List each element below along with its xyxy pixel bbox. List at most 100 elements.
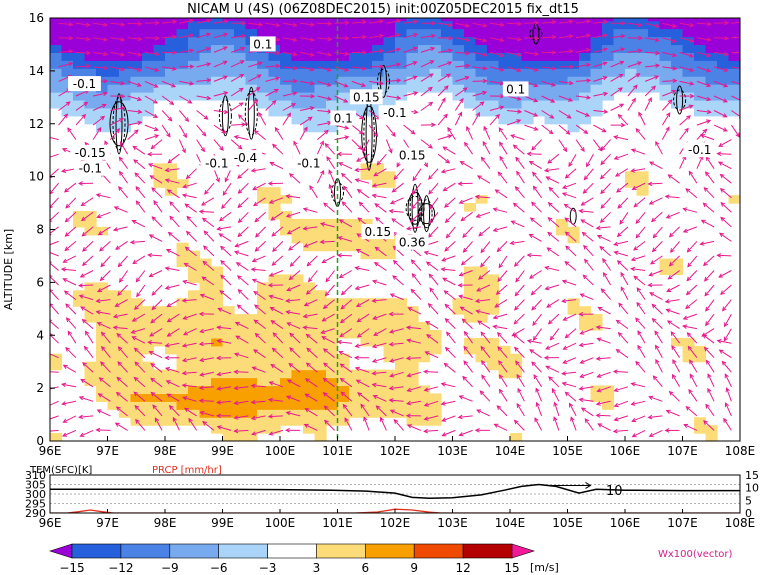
wind-vector (127, 95, 143, 102)
field-cell (73, 218, 86, 228)
colorbar-swatch (364, 543, 415, 559)
field-cell (222, 314, 235, 323)
field-cell (349, 28, 362, 38)
wind-vector (374, 246, 387, 257)
wind-vector (389, 293, 404, 301)
field-cell (314, 361, 327, 371)
field-cell (360, 242, 373, 252)
wind-vector (265, 76, 281, 82)
field-cell (682, 28, 695, 38)
field-cell (291, 115, 304, 125)
wind-vector (515, 270, 525, 283)
field-cell (303, 329, 316, 339)
field-cell (119, 76, 132, 85)
field-cell (176, 28, 189, 38)
field-cell (176, 417, 189, 426)
field-cell (395, 377, 408, 387)
contour-label: -0.1 (68, 76, 101, 92)
contour-line (221, 95, 229, 137)
field-cell (326, 84, 339, 93)
field-cell (119, 20, 132, 30)
wind-vector (425, 320, 439, 330)
field-cell (360, 377, 373, 387)
wind-vector (127, 80, 142, 87)
wind-vector (151, 299, 163, 311)
wind-vector (251, 429, 266, 436)
wind-vector (236, 275, 249, 286)
field-cell (625, 68, 638, 77)
field-cell (349, 377, 362, 387)
wind-vector (541, 80, 557, 87)
wind-vector (337, 236, 353, 242)
wind-vector (116, 333, 128, 344)
field-cell (303, 52, 316, 61)
field-cell (165, 92, 178, 101)
wind-vector (338, 270, 353, 278)
field-cell (429, 18, 442, 22)
wind-vector (597, 306, 611, 315)
field-cell (510, 36, 523, 46)
wind-vector (481, 374, 491, 388)
wind-vector (265, 63, 281, 69)
wind-vector (340, 299, 353, 310)
wind-vector (685, 299, 698, 310)
field-cell (257, 28, 270, 38)
wind-vector (412, 168, 422, 182)
wind-vector (388, 209, 404, 214)
wind-vector (562, 342, 577, 350)
wind-vector (561, 182, 577, 189)
wind-vector (713, 110, 728, 118)
field-cell (464, 18, 477, 22)
wind-vector (668, 226, 680, 238)
wind-vector (464, 141, 474, 155)
wind-vector (146, 151, 163, 157)
wind-vector (593, 109, 609, 114)
field-cell (326, 377, 339, 387)
field-cell (188, 274, 201, 283)
field-cell (153, 36, 166, 46)
field-cell (349, 76, 362, 85)
wind-vector (218, 233, 232, 242)
wind-vector (231, 20, 247, 26)
field-cell (73, 99, 86, 109)
field-cell (728, 195, 740, 204)
colorbar-level-label: −6 (210, 561, 228, 575)
wind-vector (99, 241, 111, 252)
field-cell (556, 218, 569, 228)
field-cell (406, 314, 419, 323)
wind-vector (355, 249, 370, 257)
field-cell (337, 314, 350, 323)
field-cell (590, 385, 603, 395)
field-cell (464, 298, 477, 307)
field-cell (165, 314, 178, 323)
field-cell (211, 337, 224, 347)
field-cell (383, 385, 396, 395)
wind-vector (354, 266, 370, 271)
field-cell (291, 234, 304, 244)
y-tick-label: 4 (36, 328, 44, 342)
field-cell (107, 322, 120, 331)
field-cell (50, 353, 63, 363)
wind-vector (617, 331, 629, 344)
wind-vector (253, 319, 266, 330)
surface-x-tick-label: 99E (211, 516, 234, 530)
field-cell (590, 44, 603, 53)
wind-vector (199, 293, 215, 301)
wind-vector (179, 110, 190, 123)
wind-vector (610, 47, 626, 53)
field-cell (728, 20, 740, 30)
field-cell (510, 99, 523, 109)
wind-vector (101, 345, 111, 359)
field-cell (487, 107, 500, 117)
field-cell (142, 417, 155, 426)
wind-vector (579, 357, 594, 364)
wind-vector (282, 112, 291, 126)
wind-vector (250, 399, 266, 405)
wind-vector (630, 400, 646, 406)
field-cell (268, 322, 281, 331)
field-cell (360, 28, 373, 38)
field-cell (475, 306, 488, 315)
wind-vector (338, 162, 353, 170)
wind-vector (420, 20, 436, 26)
field-cell (211, 18, 224, 22)
